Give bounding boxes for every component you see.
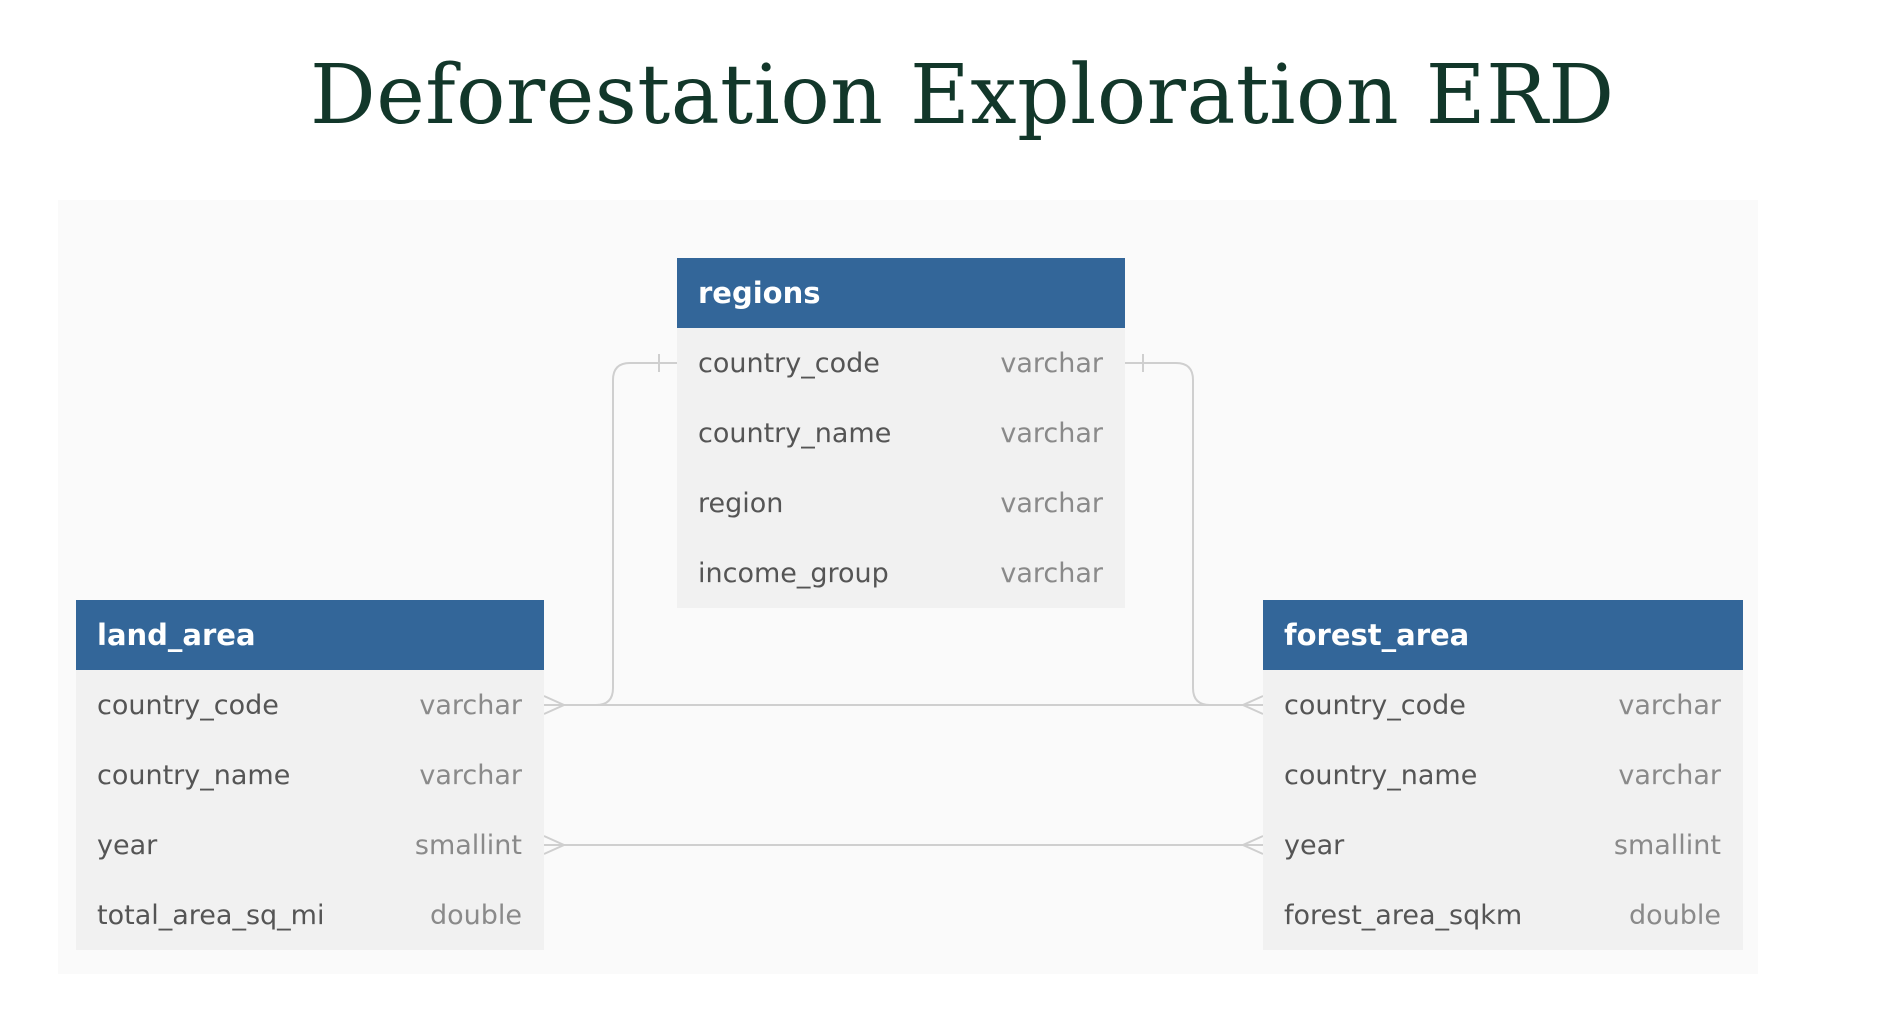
field-type: double xyxy=(1628,899,1721,931)
table-header[interactable]: forest_area xyxy=(1263,600,1743,670)
table-header[interactable]: regions xyxy=(677,258,1125,328)
table-row[interactable]: country_code varchar xyxy=(1263,670,1743,740)
table-forest-area[interactable]: forest_area country_code varchar country… xyxy=(1263,600,1743,950)
field-type: smallint xyxy=(414,829,522,861)
field-name: year xyxy=(97,829,158,861)
table-row[interactable]: country_name varchar xyxy=(677,398,1125,468)
page-title: Deforestation Exploration ERD xyxy=(310,48,1615,143)
field-name: total_area_sq_mi xyxy=(97,899,325,931)
table-land-area[interactable]: land_area country_code varchar country_n… xyxy=(76,600,544,950)
field-name: country_code xyxy=(698,347,880,379)
field-name: country_name xyxy=(698,417,892,449)
table-row[interactable]: country_name varchar xyxy=(1263,740,1743,810)
field-type: varchar xyxy=(1000,487,1103,519)
field-type: varchar xyxy=(419,689,522,721)
many-marker-forest-year xyxy=(1240,835,1264,855)
field-name: country_code xyxy=(1284,689,1466,721)
field-name: year xyxy=(1284,829,1345,861)
field-type: varchar xyxy=(1618,759,1721,791)
table-header[interactable]: land_area xyxy=(76,600,544,670)
table-row[interactable]: region varchar xyxy=(677,468,1125,538)
many-marker-forest-country-code xyxy=(1240,695,1264,715)
field-name: country_name xyxy=(1284,759,1478,791)
field-type: varchar xyxy=(1000,557,1103,589)
field-name: country_name xyxy=(97,759,291,791)
many-marker-land-year xyxy=(543,835,567,855)
field-type: double xyxy=(429,899,522,931)
table-row[interactable]: country_code varchar xyxy=(677,328,1125,398)
table-row[interactable]: year smallint xyxy=(76,810,544,880)
field-name: income_group xyxy=(698,557,889,589)
field-name: country_code xyxy=(97,689,279,721)
field-type: varchar xyxy=(1618,689,1721,721)
field-name: forest_area_sqkm xyxy=(1284,899,1523,931)
field-type: varchar xyxy=(419,759,522,791)
many-marker-land-country-code xyxy=(543,695,567,715)
field-type: smallint xyxy=(1613,829,1721,861)
table-row[interactable]: country_name varchar xyxy=(76,740,544,810)
relation-regions-forest-area xyxy=(1125,362,1263,706)
table-regions[interactable]: regions country_code varchar country_nam… xyxy=(677,258,1125,608)
table-row[interactable]: forest_area_sqkm double xyxy=(1263,880,1743,950)
table-row[interactable]: country_code varchar xyxy=(76,670,544,740)
field-type: varchar xyxy=(1000,347,1103,379)
table-row[interactable]: year smallint xyxy=(1263,810,1743,880)
table-row[interactable]: total_area_sq_mi double xyxy=(76,880,544,950)
field-name: region xyxy=(698,487,784,519)
relation-regions-land-area xyxy=(544,362,677,706)
table-row[interactable]: income_group varchar xyxy=(677,538,1125,608)
field-type: varchar xyxy=(1000,417,1103,449)
